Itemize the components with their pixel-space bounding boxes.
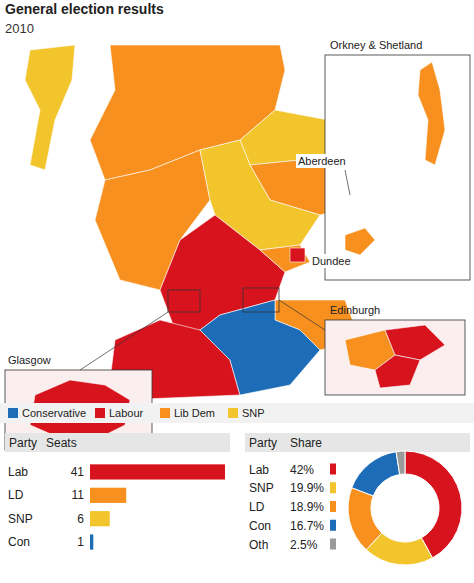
category-label: Lab (249, 463, 269, 477)
bar-chart: Party Seats Lab LD SNP Con 41 11 6 1 (5, 433, 230, 553)
title: General election results (5, 1, 164, 17)
tick: Lab (8, 465, 28, 479)
tick: Con (8, 535, 30, 549)
tick-label: Lab (8, 465, 28, 479)
bars (90, 464, 225, 549)
legend-label: Conservative (22, 407, 86, 419)
y-axis: Lab LD SNP Con (8, 463, 33, 553)
label-bg (296, 154, 348, 168)
category-label: LD (249, 500, 265, 514)
data-label: 1 (77, 535, 84, 549)
region (260, 245, 310, 272)
legend-swatch (160, 408, 170, 418)
column-header: Party (249, 436, 277, 450)
region (200, 300, 320, 395)
region (25, 45, 75, 170)
column-header: Party (9, 436, 37, 450)
legend-bg (0, 403, 474, 423)
inset-frame (325, 320, 465, 395)
bar (90, 464, 225, 479)
bar (90, 534, 93, 549)
map-label: Dundee (312, 255, 351, 267)
page: General election results 2010 Orkney & She… (0, 0, 474, 583)
region (345, 228, 375, 255)
slice (348, 488, 382, 550)
data-label: 11 (72, 488, 85, 502)
slice (352, 452, 400, 496)
region (418, 62, 445, 165)
legend-swatch (228, 408, 238, 418)
map-label: Glasgow (8, 354, 51, 366)
header-bg (5, 433, 230, 452)
legend-swatch (8, 408, 18, 418)
inset-marker (168, 290, 200, 312)
slice (396, 451, 405, 474)
column-header: Share (290, 436, 322, 450)
swatch (330, 464, 336, 475)
bar (90, 488, 126, 503)
data-label: 19.9% (290, 481, 324, 495)
tick-label: Con (8, 535, 30, 549)
slices (348, 451, 462, 565)
map-label: Edinburgh (330, 304, 380, 316)
data-label: 41 (71, 465, 85, 479)
legend-label: Lib Dem (174, 407, 215, 419)
category-label: Oth (249, 538, 268, 552)
connector (80, 312, 168, 370)
subtitle: 2010 (5, 21, 34, 36)
swatch (330, 501, 336, 512)
swatch (330, 539, 336, 550)
label-bg (310, 254, 353, 268)
data-label: 6 (77, 512, 84, 526)
column-header: Seats (46, 436, 77, 450)
swatch (330, 482, 336, 493)
tick-label: LD (8, 488, 24, 502)
inset-marker (243, 288, 279, 312)
data-label: 42% (290, 463, 314, 477)
map-label: Orkney & Shetland (330, 39, 422, 51)
swatch (330, 520, 336, 531)
tick: SNP (8, 512, 33, 526)
header-bg (245, 433, 470, 452)
region (375, 355, 420, 388)
bar (90, 511, 110, 526)
legend-swatch (95, 408, 105, 418)
connector (279, 300, 325, 330)
category-label: Con (249, 519, 271, 533)
region (290, 248, 305, 262)
data-label: 2.5% (290, 538, 318, 552)
tick-label: SNP (8, 512, 33, 526)
data-label: 16.7% (290, 519, 324, 533)
map: Orkney & Shetland Aberdeen Dundee Edinburgh… (5, 39, 470, 450)
pie-chart: Party Share Lab 42% SNP 19.9% LD 18.9% Con 16.7% O… (245, 433, 470, 565)
region (385, 325, 445, 360)
data-label: 18.9% (290, 500, 324, 514)
category-label: SNP (249, 481, 274, 495)
legend-label: Labour (109, 407, 144, 419)
legend-label: SNP (242, 407, 265, 419)
map-label: Aberdeen (298, 155, 346, 167)
leader (345, 170, 350, 195)
legend: Conservative Labour Lib Dem SNP (0, 403, 474, 423)
tick: LD (8, 488, 24, 502)
